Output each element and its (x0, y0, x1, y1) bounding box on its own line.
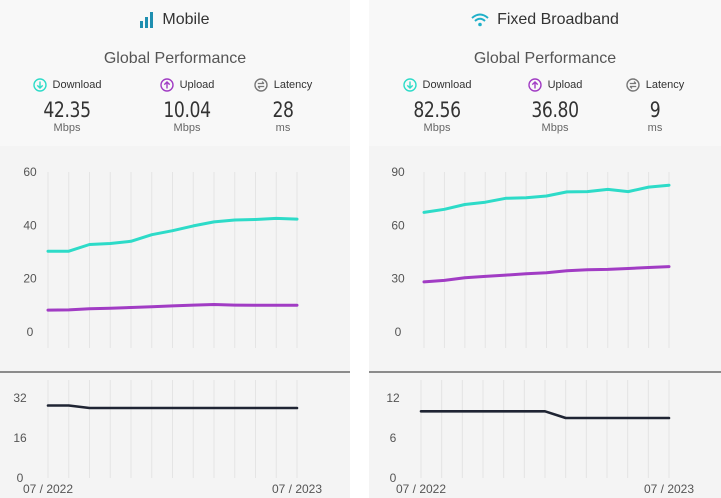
fixed-speed-upload-line (422, 265, 671, 284)
mobile-header: Mobile Global Performance Download 42.35… (0, 0, 350, 146)
mobile-title-bar: Mobile (0, 8, 350, 32)
mobile-download-unit: Mbps (53, 122, 81, 134)
mobile-latency-y-tick-label: 16 (13, 431, 27, 445)
fixed-download-value: 82.56 (413, 98, 461, 122)
upload-arrow-icon (527, 78, 542, 92)
mobile-download-label: Download (52, 79, 102, 91)
mobile-upload-unit: Mbps (173, 122, 201, 134)
mobile-speed-download-line (46, 216, 299, 253)
mobile-x-end-label: 07 / 2023 (272, 482, 322, 496)
fixed-title-bar: Fixed Broadband (369, 8, 721, 32)
fixed-download-unit: Mbps (423, 122, 451, 134)
signal-bars-icon (140, 12, 154, 28)
fixed-section-title: Global Performance (473, 50, 617, 67)
fixed-speed-y-tick-label: 60 (391, 218, 405, 232)
fixed-latency-unit: ms (647, 122, 663, 134)
mobile-section-title: Global Performance (103, 50, 247, 67)
fixed-latency-label: Latency (645, 79, 685, 91)
mobile-download-value: 42.35 (43, 98, 91, 122)
mobile-x-start-label: 07 / 2022 (23, 482, 73, 496)
fixed-speed-chart: 0 30 60 90 (391, 165, 671, 348)
mobile-panel: Mobile Global Performance Download 42.35… (0, 0, 350, 498)
fixed-x-start-label: 07 / 2022 (396, 482, 446, 496)
mobile-download-metric: Download 42.35 Mbps (17, 77, 117, 134)
mobile-speed-y-tick-label: 0 (27, 325, 34, 339)
fixed-upload-unit: Mbps (541, 122, 569, 134)
mobile-latency-y-tick-label: 0 (17, 471, 24, 485)
fixed-latency-value: 9 (649, 98, 661, 122)
fixed-download-metric: Download 82.56 Mbps (387, 77, 487, 134)
fixed-speed-y-tick-label: 30 (391, 272, 405, 286)
mobile-speed-y-tick-label: 60 (23, 165, 37, 179)
fixed-title: Fixed Broadband (497, 11, 619, 28)
fixed-upload-label: Upload (547, 79, 583, 91)
mobile-title: Mobile (162, 11, 210, 28)
upload-arrow-icon (159, 78, 174, 92)
mobile-upload-label: Upload (179, 79, 215, 91)
download-arrow-icon (32, 78, 47, 92)
mobile-latency-value: 28 (272, 98, 294, 122)
fixed-latency-latency-line (419, 409, 671, 420)
fixed-latency-y-tick-label: 12 (386, 391, 400, 405)
fixed-latency-y-tick-label: 6 (390, 431, 397, 445)
mobile-latency-label: Latency (273, 79, 313, 91)
latency-arrows-icon (254, 78, 268, 92)
fixed-upload-metric: Upload 36.80 Mbps (505, 77, 605, 134)
mobile-speed-upload-line (46, 303, 299, 312)
mobile-latency-chart: 0 16 32 (13, 380, 299, 485)
mobile-upload-value: 10.04 (163, 98, 211, 122)
download-arrow-icon (402, 78, 417, 92)
fixed-speed-y-tick-label: 90 (391, 165, 405, 179)
mobile-speed-y-tick-label: 40 (23, 218, 37, 232)
fixed-upload-value: 36.80 (531, 98, 579, 122)
mobile-latency-unit: ms (275, 122, 291, 134)
fixed-speed-y-tick-label: 0 (395, 325, 402, 339)
mobile-latency-metric: Latency 28 ms (233, 77, 333, 134)
mobile-upload-metric: Upload 10.04 Mbps (137, 77, 237, 134)
mobile-speed-chart: 0 20 40 60 (23, 165, 299, 348)
fixed-download-label: Download (422, 79, 472, 91)
mobile-latency-y-tick-label: 32 (13, 391, 27, 405)
fixed-latency-chart: 0 6 12 (386, 380, 671, 485)
wifi-icon (471, 13, 489, 27)
fixed-latency-metric: Latency 9 ms (605, 77, 705, 134)
fixed-x-end-label: 07 / 2023 (644, 482, 694, 496)
fixed-header: Fixed Broadband Global Performance Downl… (369, 0, 721, 146)
mobile-latency-latency-line (46, 404, 299, 410)
fixed-latency-y-tick-label: 0 (390, 471, 397, 485)
fixed-speed-download-line (422, 183, 671, 214)
mobile-speed-y-tick-label: 20 (23, 272, 37, 286)
latency-arrows-icon (626, 78, 640, 92)
